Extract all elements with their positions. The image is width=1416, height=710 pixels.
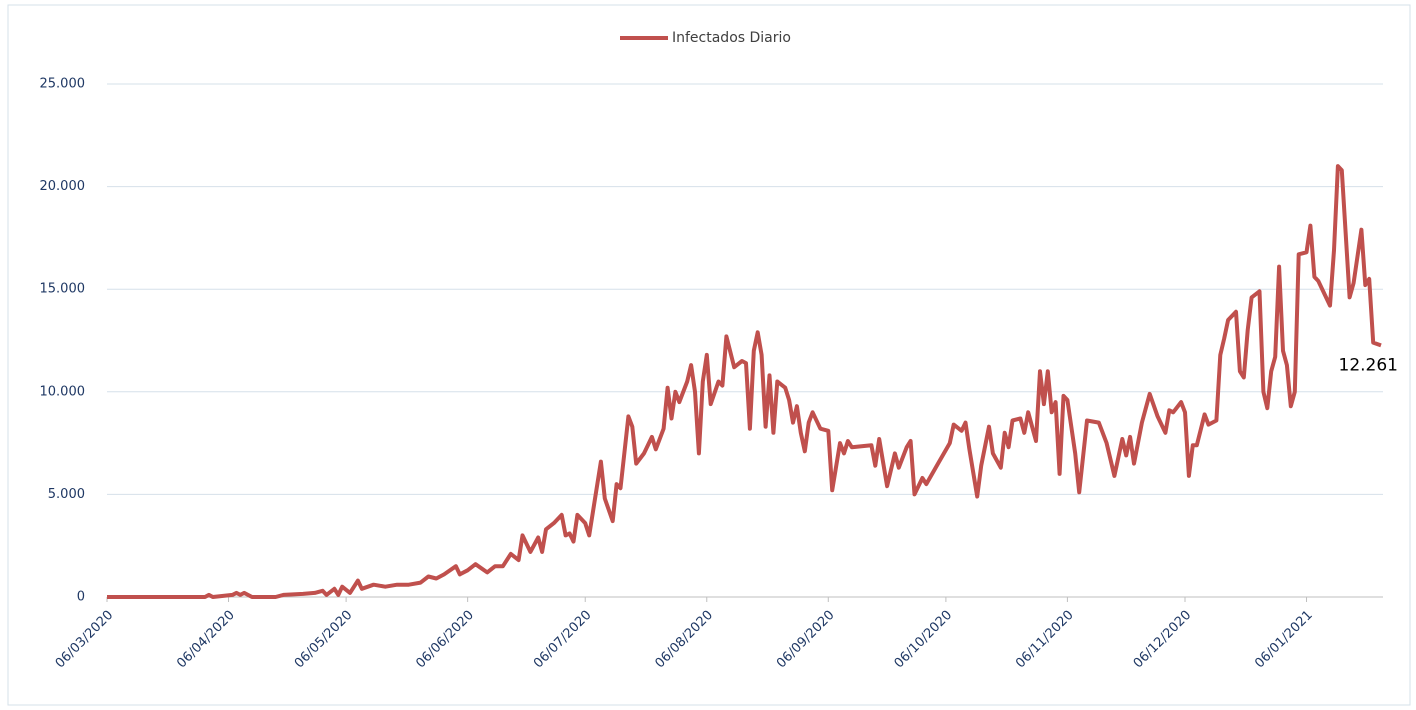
data-label: 12.261 [1339,355,1398,375]
legend-label: Infectados Diario [672,30,791,46]
y-tick-label: 25.000 [40,77,86,92]
chart-frame [7,4,1411,706]
x-tick-label: 06/11/2020 [1013,608,1077,672]
y-tick-label: 15.000 [40,282,86,297]
x-tick-label: 06/10/2020 [892,608,956,672]
x-tick-label: 06/05/2020 [292,608,356,672]
x-tick-label: 06/01/2021 [1252,608,1316,672]
x-tick-label: 06/08/2020 [652,608,716,672]
y-tick-label: 0 [77,590,85,605]
y-tick-label: 20.000 [40,179,86,194]
x-tick-label: 06/09/2020 [774,608,838,672]
data-line [107,164,1382,599]
x-tick-label: 06/04/2020 [174,608,238,672]
x-tick-label: 06/12/2020 [1131,608,1195,672]
y-tick-label: 10.000 [40,384,86,399]
y-tick-label: 5.000 [48,487,85,502]
x-tick-label: 06/07/2020 [531,608,595,672]
x-tick-label: 06/06/2020 [413,608,477,672]
x-tick-label: 06/03/2020 [53,608,117,672]
